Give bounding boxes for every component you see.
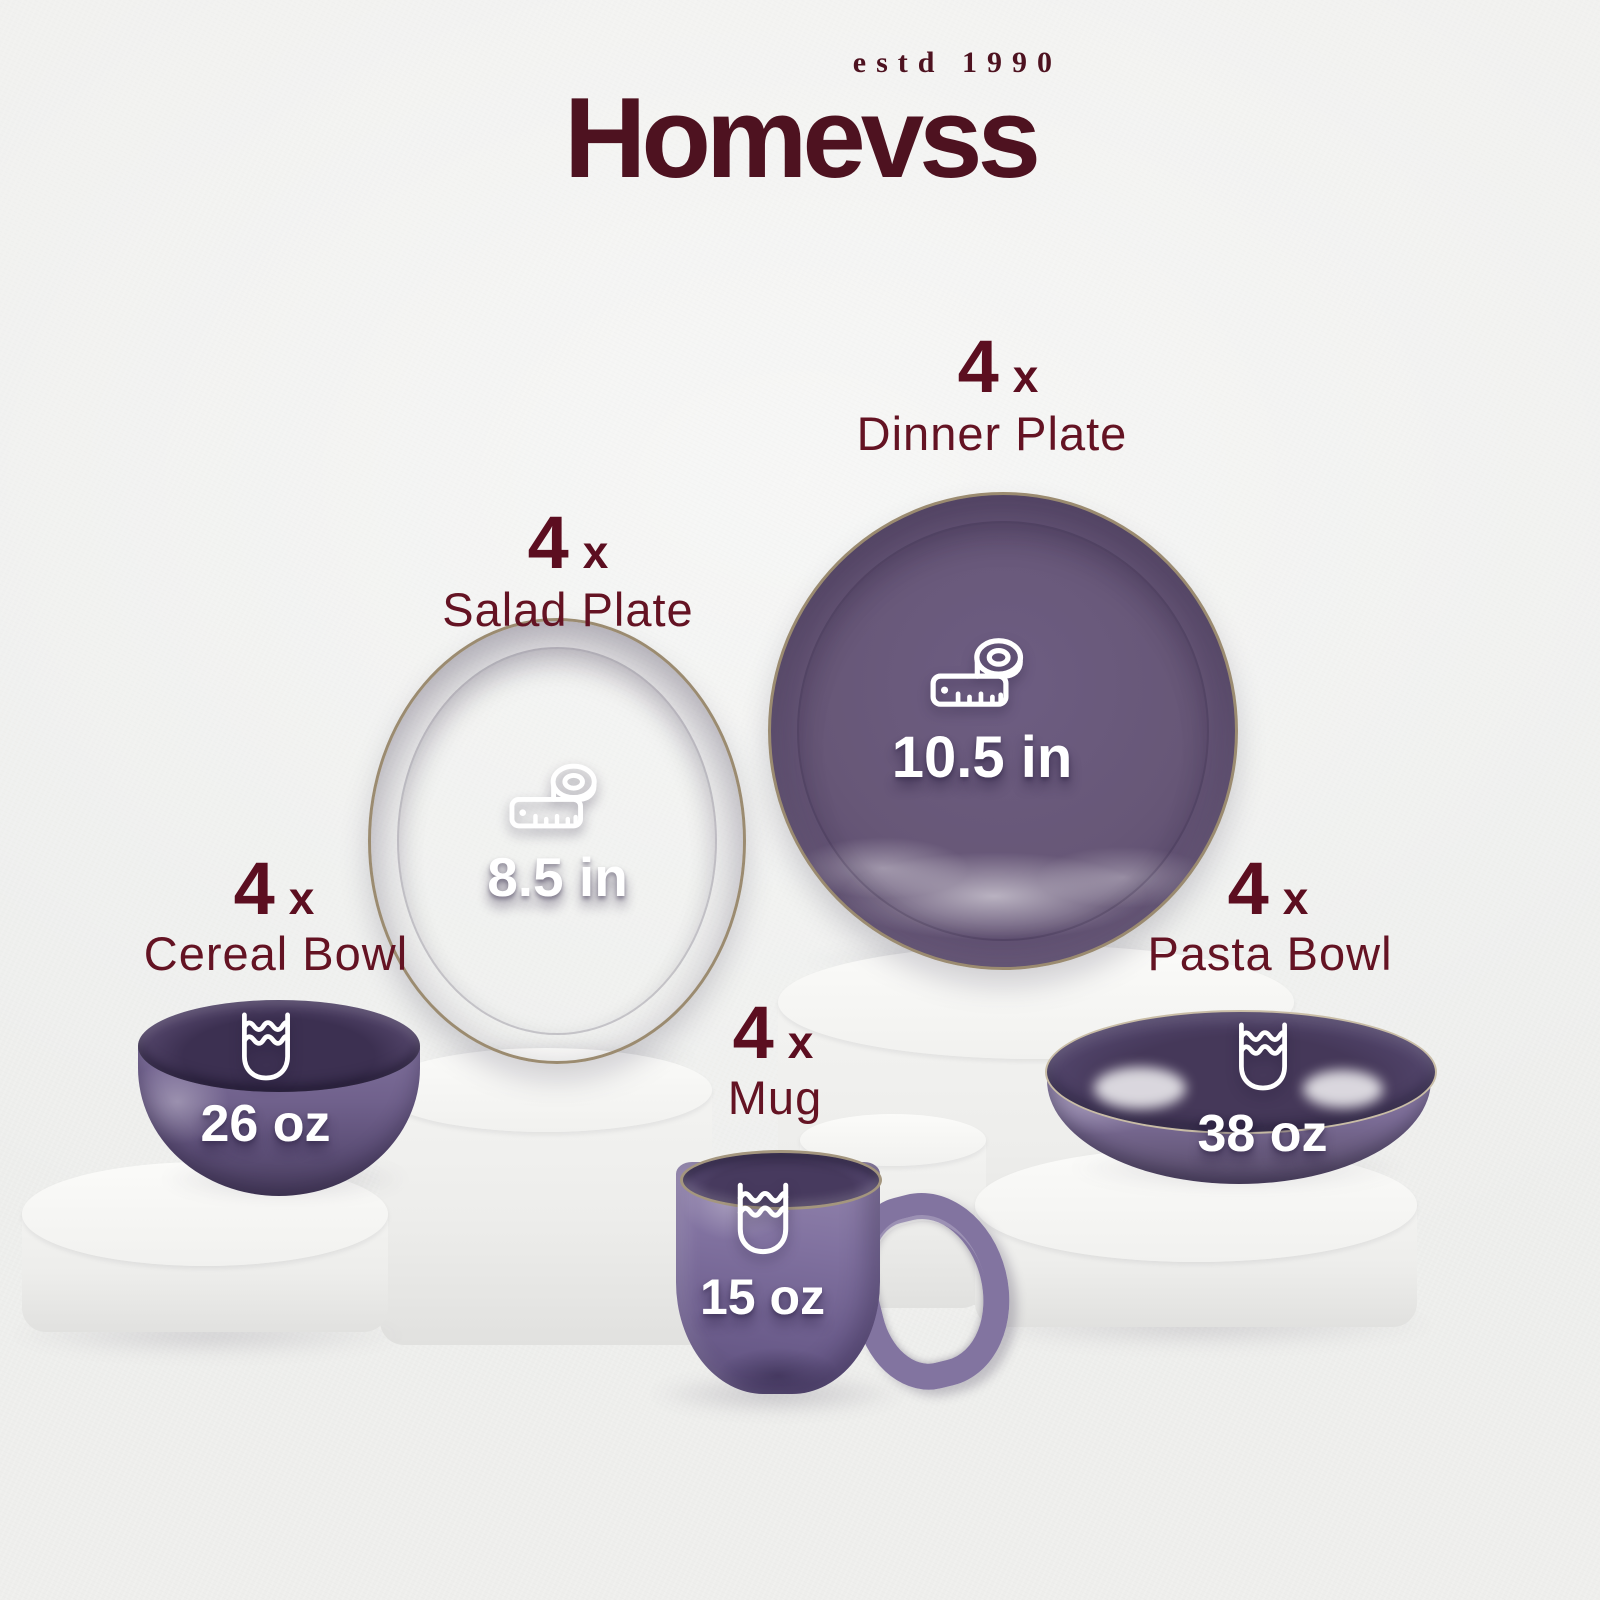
cereal-bowl-count-number: 4 [233,847,275,930]
cereal-bowl-size-badge: 26 oz [158,1008,373,1154]
dinner-plate-label: Dinner Plate [856,407,1128,460]
capacity-icon [737,1182,788,1255]
brand-name: Homevss [564,75,1041,202]
pasta-bowl-size-badge: 38 oz [1155,1018,1370,1164]
salad-plate-count-multiplier: x [582,526,609,578]
pasta-bowl-count-multiplier: x [1282,872,1309,924]
dinner-plate-size: 10.5 in [891,725,1073,790]
salad-plate-size: 8.5 in [487,846,628,908]
dinner-plate-photo [768,492,1238,970]
brand-logo: estd 1990 Homevss [564,46,1052,202]
mug-rim [680,1150,882,1210]
salad-plate-label: Salad Plate [442,583,694,636]
cereal-bowl-size: 26 oz [200,1095,331,1153]
pasta-bowl-label: Pasta Bowl [1147,927,1393,980]
mug-count-multiplier: x [787,1016,814,1068]
capacity-icon [241,1012,290,1081]
capacity-icon [1238,1022,1287,1091]
salad-plate-size-badge: 8.5 in [450,758,665,909]
tape-measure-icon [930,638,1024,707]
cereal-bowl-count-multiplier: x [288,872,315,924]
dinner-plate-size-badge: 10.5 in [872,632,1092,791]
mug-size: 15 oz [699,1269,826,1325]
cereal-bowl-label: Cereal Bowl [143,927,409,980]
salad-plate-photo [368,618,746,1064]
dinner-plate-count-multiplier: x [1012,350,1039,402]
pedestal-pasta-bowl [975,1148,1417,1327]
tape-measure-icon [508,763,597,829]
pasta-bowl-size: 38 oz [1197,1105,1328,1163]
salad-plate-count-number: 4 [527,501,569,584]
mug-count-number: 4 [732,991,774,1074]
pedestal-salad-plate [380,1048,712,1345]
pasta-bowl-count-number: 4 [1227,847,1269,930]
mug-label: Mug [727,1071,823,1124]
dinner-plate-count-number: 4 [957,325,999,408]
mug-size-badge: 15 oz [655,1178,870,1326]
pedestal-cereal-bowl [22,1162,388,1332]
brand-estd-label: estd 1990 [852,46,1062,79]
